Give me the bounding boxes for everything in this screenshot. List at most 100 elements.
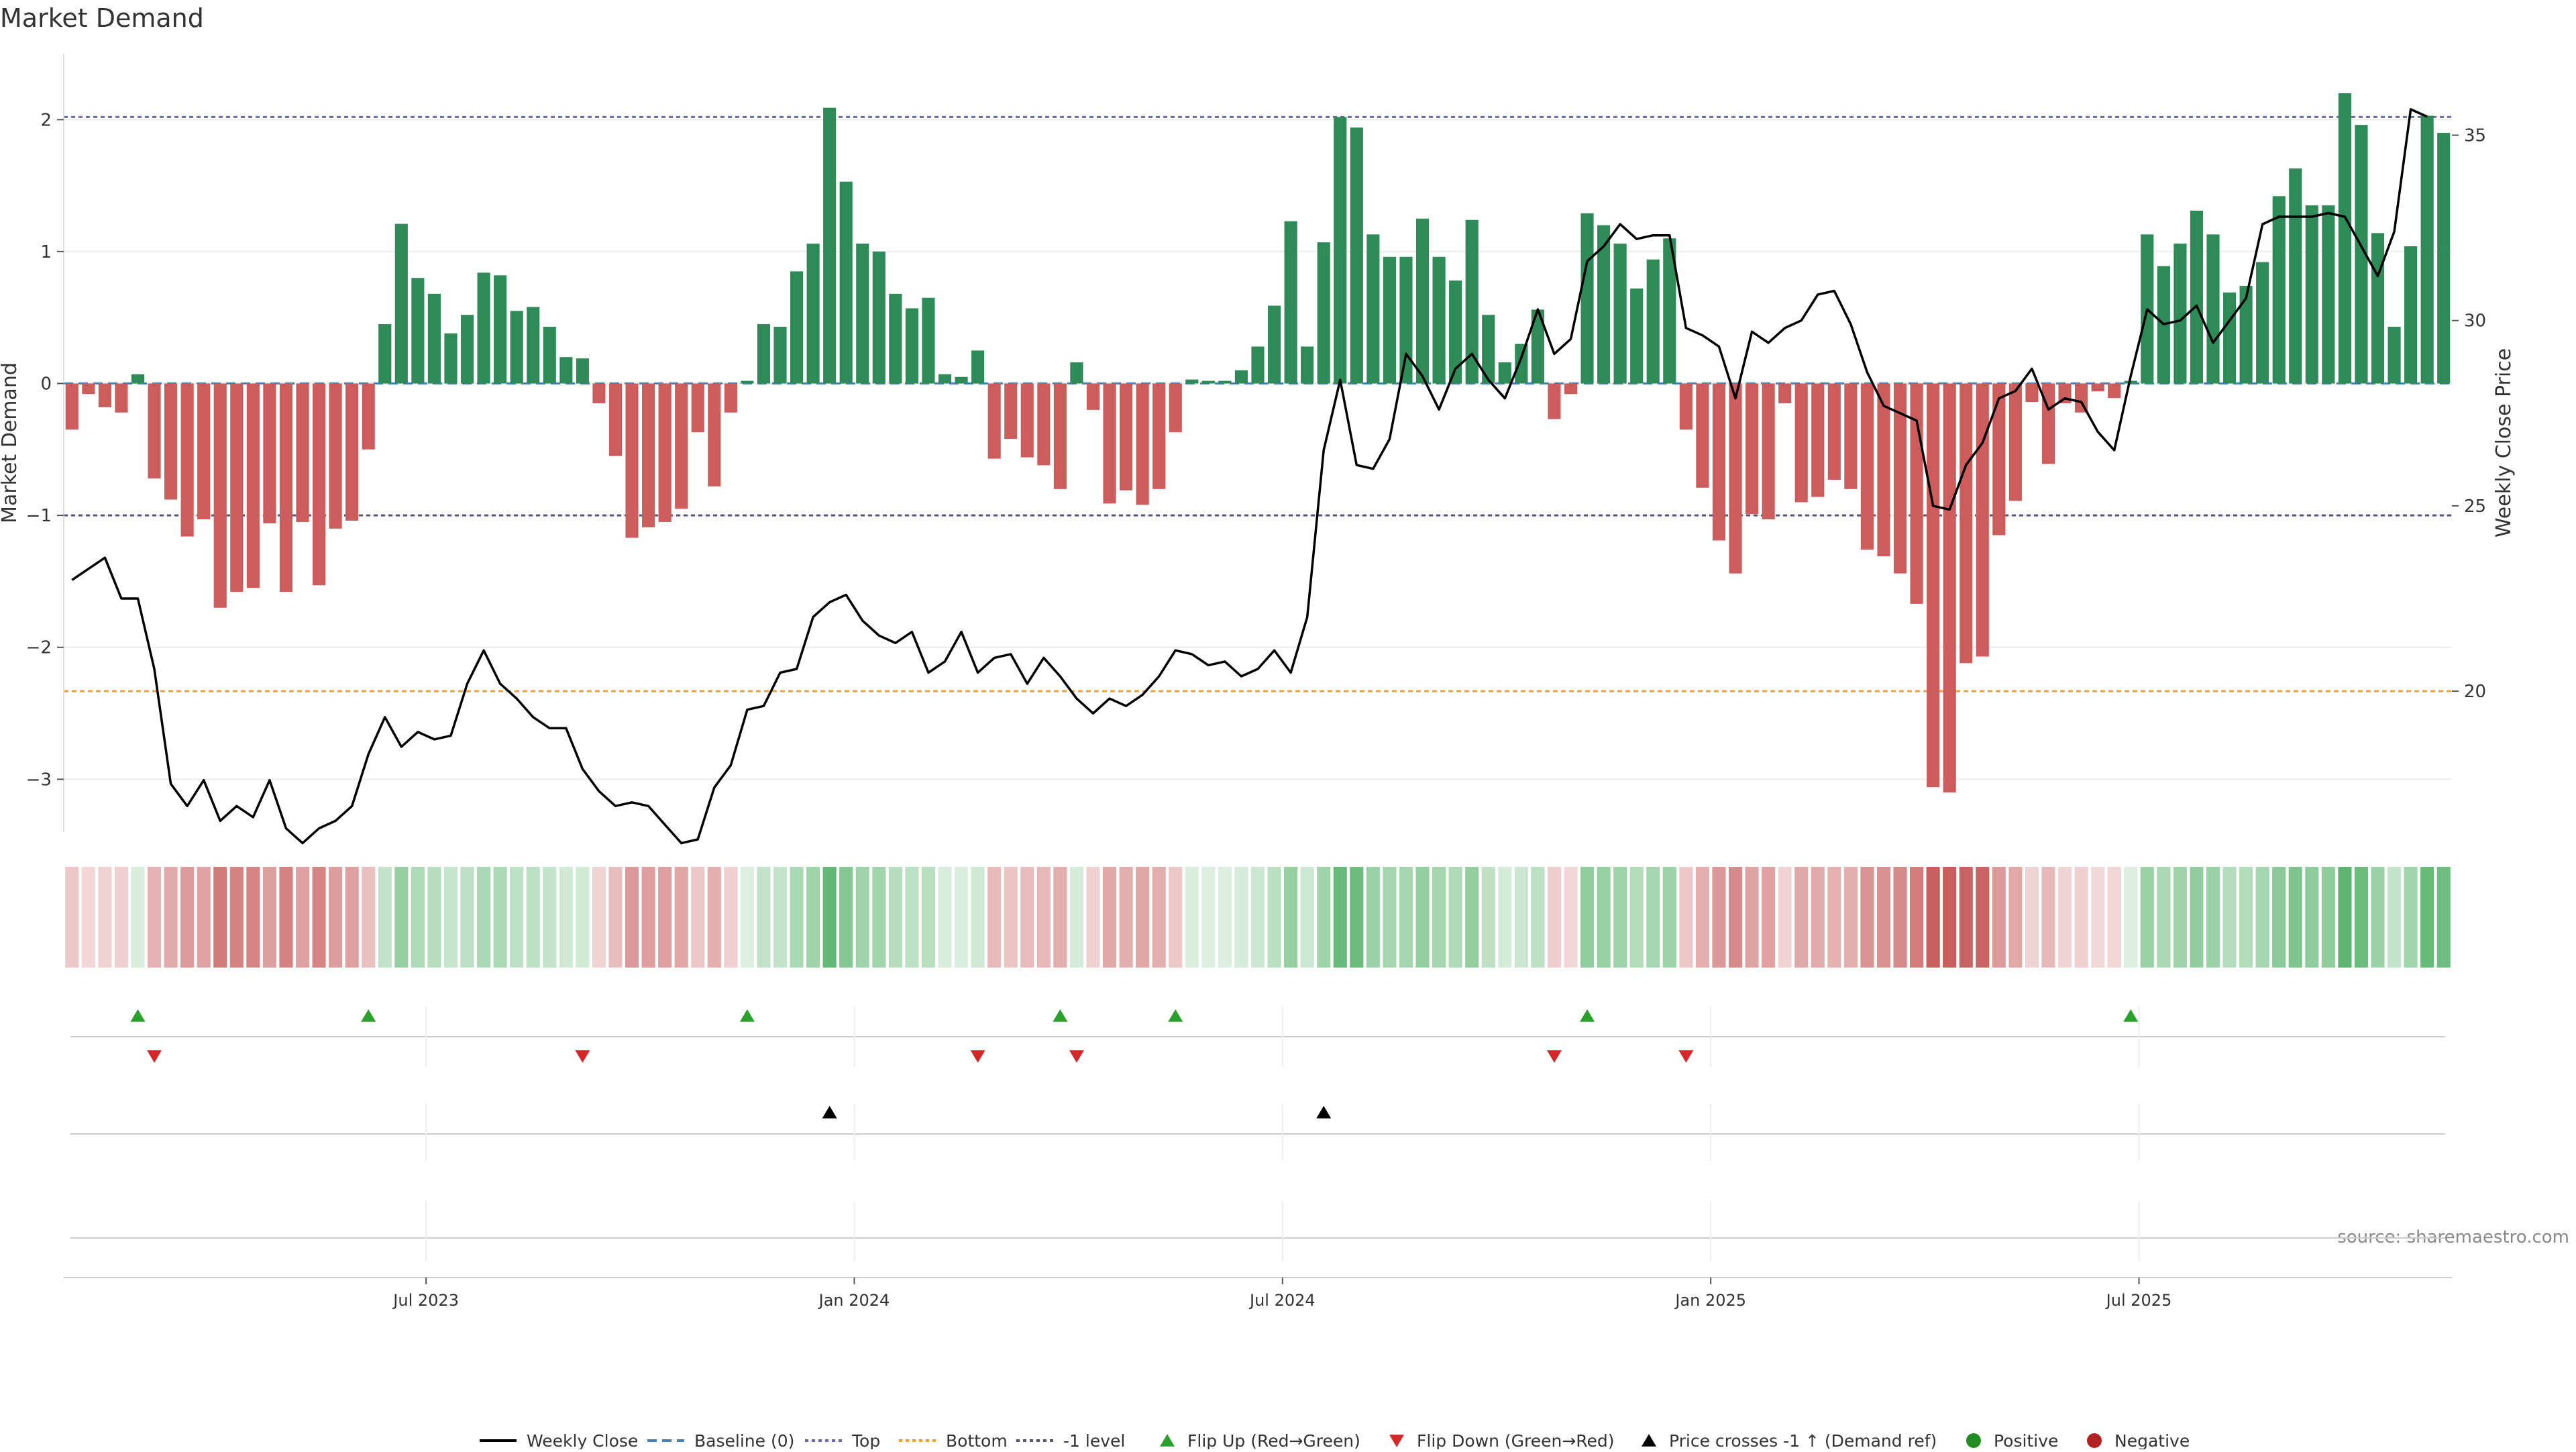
demand-bar-positive	[477, 272, 490, 384]
demand-bar-positive	[971, 350, 985, 384]
legend-label: Flip Down (Green→Red)	[1417, 1431, 1615, 1449]
demand-heat-cell	[1679, 867, 1693, 968]
demand-bar-negative	[1976, 383, 1989, 657]
demand-heat-cell	[971, 867, 985, 968]
flip-down-marker	[970, 1050, 985, 1063]
demand-heat-cell	[1580, 867, 1595, 968]
demand-bar-positive	[872, 251, 885, 384]
demand-bar-positive	[1317, 242, 1330, 384]
demand-bar-positive	[2256, 262, 2269, 384]
demand-bar-positive	[1251, 346, 1265, 384]
weekly-close-line	[71, 108, 2428, 845]
demand-heat-cell	[658, 867, 672, 968]
legend-swatch-up-triangle	[1642, 1434, 1656, 1447]
demand-heat-cell	[1201, 867, 1216, 968]
demand-bar-positive	[741, 380, 754, 384]
demand-bar-positive	[559, 357, 573, 384]
demand-heat-cell	[641, 867, 655, 968]
demand-bar-positive	[1415, 218, 1430, 384]
demand-heat-cell	[180, 867, 195, 968]
demand-heat-cell	[855, 867, 869, 968]
demand-heat-cell	[1778, 867, 1792, 968]
demand-bar-negative	[263, 383, 276, 523]
demand-bar-positive	[2289, 168, 2302, 384]
demand-heat-cell	[493, 867, 507, 968]
x-tick-label: Jul 2024	[1248, 1291, 1316, 1310]
demand-bar-positive	[889, 293, 902, 384]
demand-heat-cell	[2288, 867, 2302, 968]
demand-bar-negative	[1086, 383, 1100, 410]
demand-bar-positive	[1580, 213, 1594, 384]
x-tick-label: Jan 2024	[818, 1291, 890, 1310]
demand-bar-negative	[2008, 383, 2022, 501]
legend-label: Top	[851, 1431, 880, 1449]
flip-up-marker	[130, 1009, 146, 1022]
demand-heat-cell	[576, 867, 590, 968]
y-axis-label: Market Demand	[0, 362, 21, 523]
chart-title: Market Demand	[0, 3, 204, 33]
demand-heat-cell	[1069, 867, 1083, 968]
demand-heat-cell	[1860, 867, 1874, 968]
demand-heat-cell	[2272, 867, 2286, 968]
demand-bar-negative	[1103, 383, 1116, 504]
demand-bar-negative	[329, 383, 342, 529]
demand-bar-positive	[2222, 292, 2237, 384]
demand-bar-positive	[2322, 205, 2335, 384]
demand-bar-negative	[1120, 383, 1133, 490]
demand-heat-cell	[1086, 867, 1100, 968]
demand-bar-positive	[427, 293, 441, 384]
demand-heat-cell	[345, 867, 359, 968]
demand-heat-cell	[1250, 867, 1265, 968]
demand-heat-cell	[394, 867, 409, 968]
demand-heat-cell	[2091, 867, 2105, 968]
y2-tick-label: 30	[2464, 311, 2486, 331]
demand-heat-cell	[329, 867, 343, 968]
legend-label: -1 level	[1063, 1431, 1125, 1449]
demand-heat-cell	[427, 867, 441, 968]
demand-bar-negative	[345, 383, 359, 521]
demand-heat-cell	[1284, 867, 1298, 968]
demand-bar-positive	[131, 374, 145, 384]
demand-heat-cell	[2321, 867, 2335, 968]
demand-heat-cell	[1728, 867, 1743, 968]
demand-heat-cell	[1893, 867, 1907, 968]
demand-heat-cell	[543, 867, 557, 968]
demand-bar-positive	[823, 107, 837, 384]
demand-bar-negative	[592, 383, 606, 404]
demand-heat-cell	[378, 867, 392, 968]
demand-bar-negative	[1893, 383, 1907, 574]
demand-bar-negative	[1811, 383, 1825, 497]
demand-heat-cell	[229, 867, 244, 968]
demand-heat-cell	[477, 867, 491, 968]
demand-heat-cell	[2436, 867, 2451, 968]
demand-heat-cell	[1662, 867, 1676, 968]
demand-heat-cell	[114, 867, 128, 968]
demand-bar-positive	[922, 297, 935, 384]
demand-heat-cell	[2124, 867, 2138, 968]
demand-heat-cell	[2420, 867, 2434, 968]
demand-heat-cell	[757, 867, 771, 968]
demand-bar-positive	[839, 181, 853, 384]
demand-bar-positive	[444, 333, 458, 384]
demand-bar-positive	[2338, 93, 2351, 384]
demand-bar-positive	[2239, 286, 2253, 384]
demand-bar-negative	[1712, 383, 1726, 541]
demand-heat-cell	[1136, 867, 1150, 968]
demand-bar-positive	[2420, 115, 2434, 384]
demand-bar-positive	[543, 326, 556, 384]
demand-heat-cell	[707, 867, 721, 968]
y2-tick-label: 35	[2464, 126, 2486, 146]
demand-bar-positive	[1613, 244, 1627, 384]
demand-heat-cell	[1036, 867, 1051, 968]
demand-heat-cell	[1169, 867, 1183, 968]
demand-heat-cell	[164, 867, 178, 968]
demand-bar-positive	[510, 311, 523, 384]
demand-bar-positive	[856, 244, 869, 384]
demand-bar-negative	[1169, 383, 1182, 433]
demand-heat-cell	[1448, 867, 1462, 968]
demand-heat-cell	[1465, 867, 1479, 968]
demand-heat-cell	[1514, 867, 1528, 968]
demand-bar-negative	[362, 383, 375, 450]
legend-label: Negative	[2114, 1431, 2190, 1449]
